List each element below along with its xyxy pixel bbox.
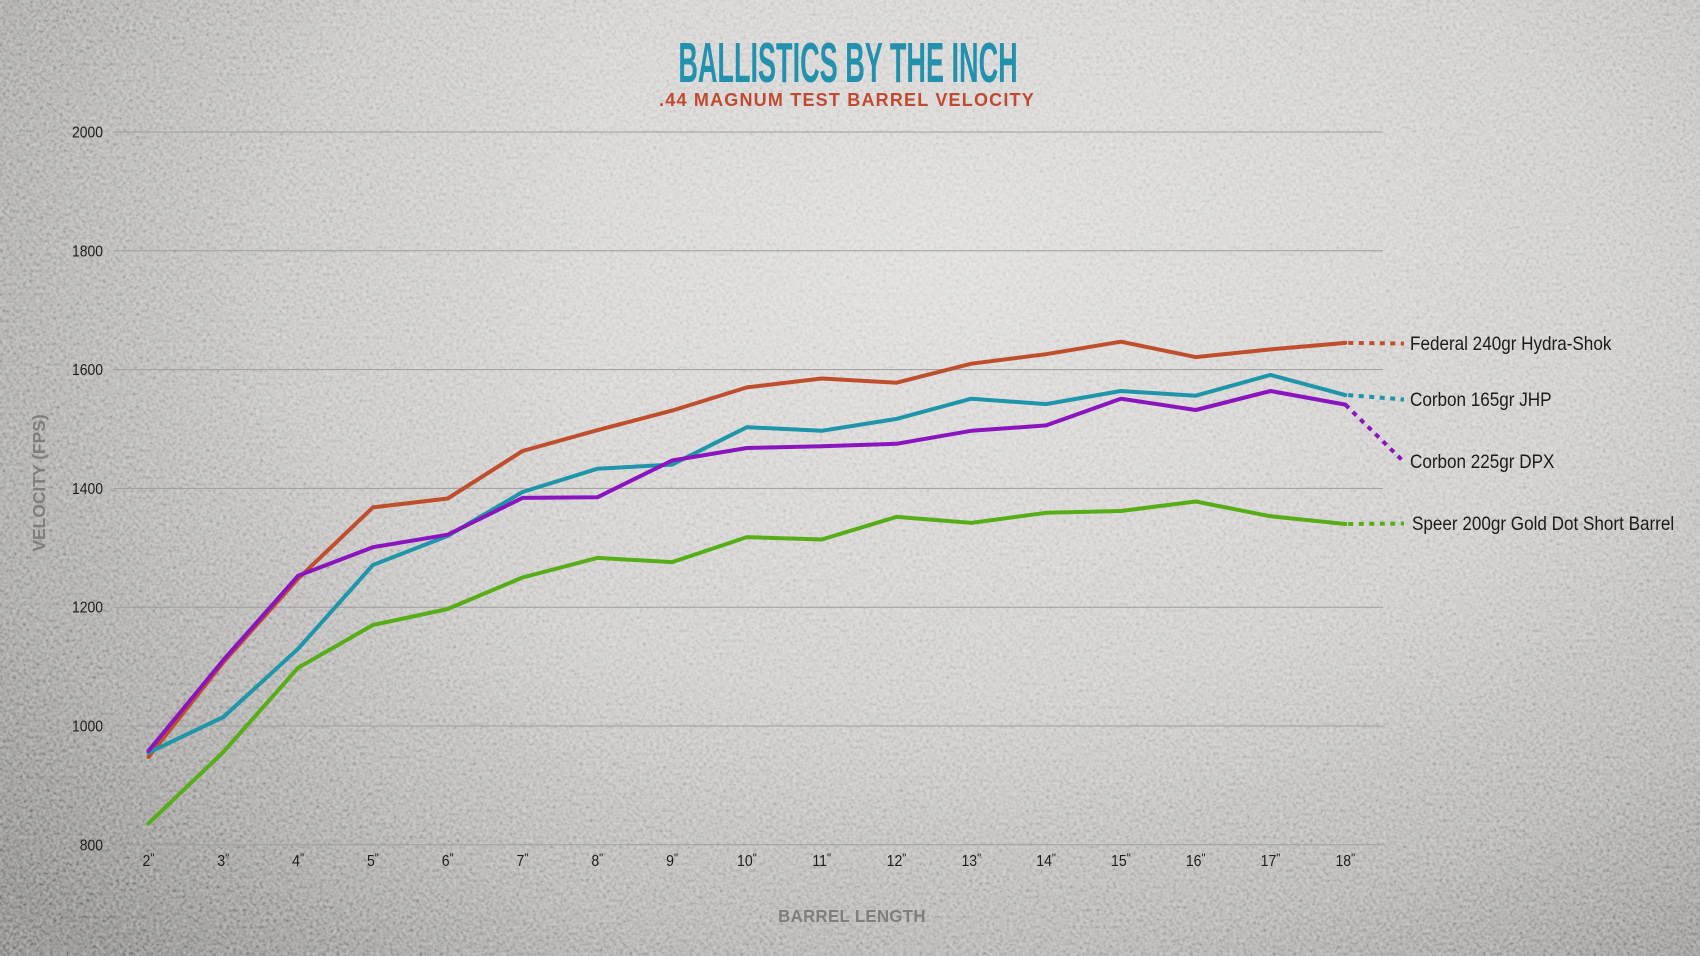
svg-text:6": 6" <box>442 851 454 870</box>
svg-text:4": 4" <box>292 851 304 870</box>
svg-text:11": 11" <box>812 851 831 870</box>
svg-text:BALLISTICS BY THE INCH: BALLISTICS BY THE INCH <box>678 32 1017 95</box>
svg-text:14": 14" <box>1036 851 1056 870</box>
svg-text:3": 3" <box>217 851 229 870</box>
svg-text:2000: 2000 <box>72 124 103 142</box>
svg-text:12": 12" <box>887 851 907 870</box>
svg-text:17": 17" <box>1261 851 1281 870</box>
svg-text:8": 8" <box>591 851 603 870</box>
svg-text:5": 5" <box>367 851 379 870</box>
svg-text:9": 9" <box>666 851 678 870</box>
svg-text:Federal 240gr Hydra-Shok: Federal 240gr Hydra-Shok <box>1410 333 1612 354</box>
svg-text:16": 16" <box>1186 851 1206 870</box>
svg-text:.44 MAGNUM TEST BARREL VELOCIT: .44 MAGNUM TEST BARREL VELOCITY <box>659 90 1035 110</box>
svg-text:1600: 1600 <box>72 361 103 379</box>
svg-text:1400: 1400 <box>72 480 103 498</box>
svg-text:7": 7" <box>517 851 529 870</box>
svg-text:1800: 1800 <box>72 242 103 260</box>
svg-text:Speer 200gr Gold Dot Short Bar: Speer 200gr Gold Dot Short Barrel <box>1412 513 1674 534</box>
svg-text:10": 10" <box>737 851 757 870</box>
svg-text:Corbon 225gr DPX: Corbon 225gr DPX <box>1410 451 1554 472</box>
svg-text:800: 800 <box>80 836 103 854</box>
svg-text:15": 15" <box>1111 851 1131 870</box>
svg-text:1000: 1000 <box>72 718 103 736</box>
svg-text:Corbon 165gr JHP: Corbon 165gr JHP <box>1410 389 1552 410</box>
svg-text:13": 13" <box>961 851 981 870</box>
svg-text:VELOCITY (FPS): VELOCITY (FPS) <box>29 414 49 551</box>
svg-text:1200: 1200 <box>72 599 103 617</box>
svg-text:2": 2" <box>143 851 155 870</box>
svg-text:18": 18" <box>1335 851 1355 870</box>
svg-text:BARREL LENGTH: BARREL LENGTH <box>778 905 926 926</box>
